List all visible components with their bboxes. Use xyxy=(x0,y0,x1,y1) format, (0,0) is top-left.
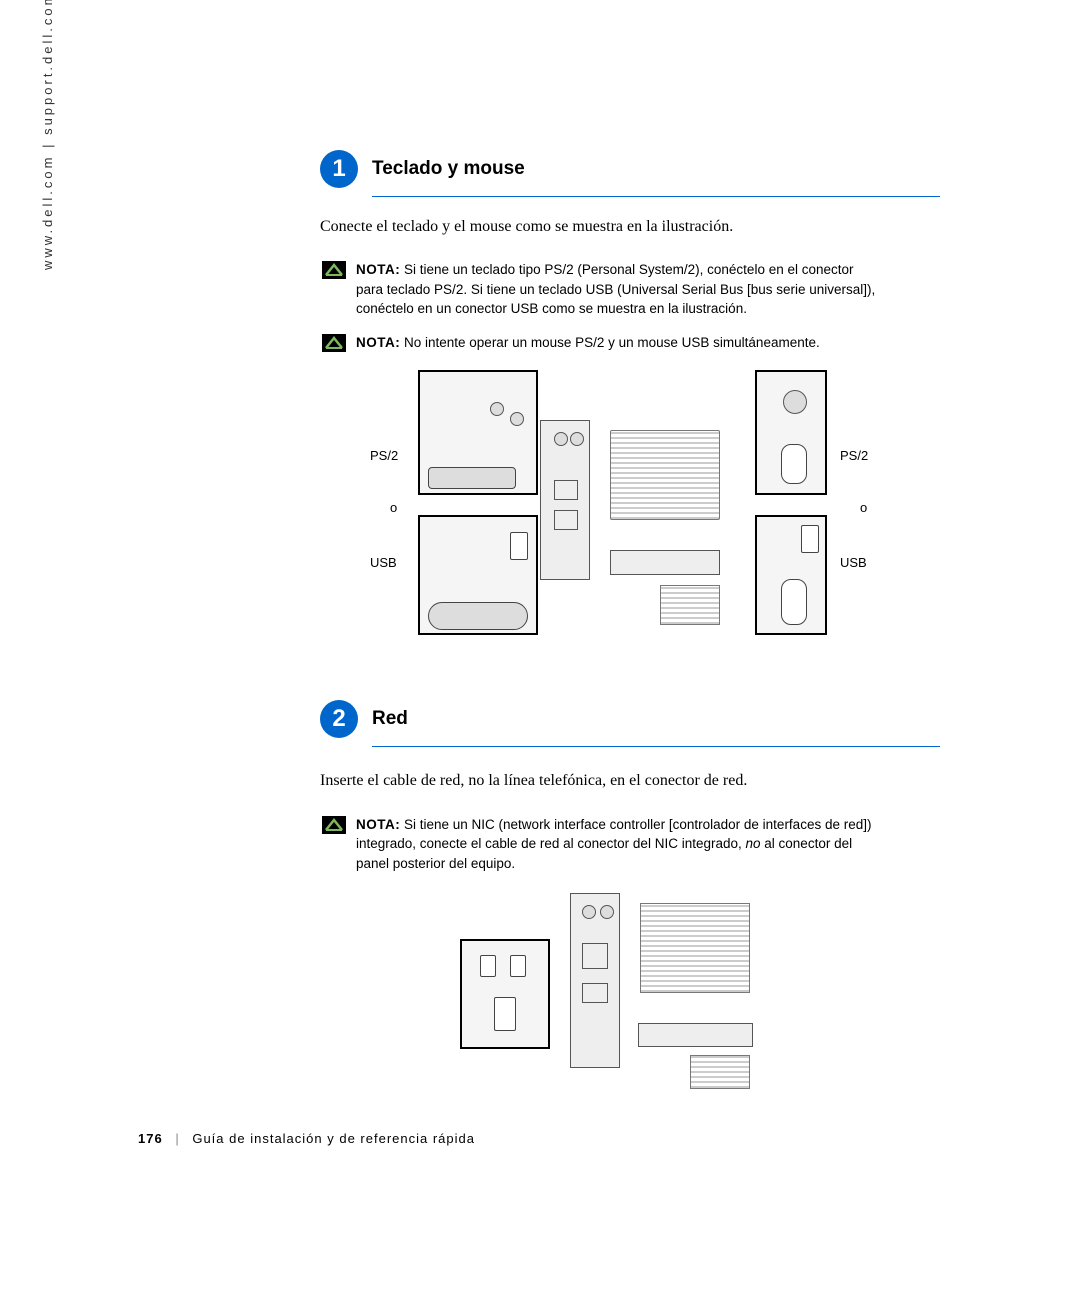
footer-title: Guía de instalación y de referencia rápi… xyxy=(192,1131,475,1146)
label-ps2-right: PS/2 xyxy=(840,448,868,463)
step-2-header: 2 Red xyxy=(320,700,940,738)
step-2-number-badge: 2 xyxy=(320,700,358,738)
label-usb-right: USB xyxy=(840,555,867,570)
page-footer: 176 | Guía de instalación y de referenci… xyxy=(138,1131,475,1146)
step-1-header: 1 Teclado y mouse xyxy=(320,150,940,188)
note-body: No intente operar un mouse PS/2 y un mou… xyxy=(400,335,819,350)
illus-left-ps2 xyxy=(418,370,538,495)
note-icon xyxy=(322,816,346,834)
step-1-number-badge: 1 xyxy=(320,150,358,188)
label-o-left: o xyxy=(390,500,397,515)
note-icon xyxy=(322,334,346,352)
note-body-italic: no xyxy=(746,836,761,851)
step-1-note-2: NOTA: No intente operar un mouse PS/2 y … xyxy=(320,333,940,353)
illus-right-ps2 xyxy=(755,370,827,495)
note-label: NOTA: xyxy=(356,817,400,832)
step-2-title: Red xyxy=(372,708,408,730)
label-o-right: o xyxy=(860,500,867,515)
note-text: NOTA: Si tiene un teclado tipo PS/2 (Per… xyxy=(356,260,880,319)
step-1-underline xyxy=(372,196,940,197)
step-1-body: Conecte el teclado y el mouse como se mu… xyxy=(320,215,940,238)
note-icon xyxy=(322,261,346,279)
note-text: NOTA: Si tiene un NIC (network interface… xyxy=(356,815,880,874)
illus-net-panel xyxy=(570,893,620,1068)
main-content: 1 Teclado y mouse Conecte el teclado y e… xyxy=(320,150,940,1093)
step-2-body: Inserte el cable de red, no la línea tel… xyxy=(320,769,940,792)
step-1-title: Teclado y mouse xyxy=(372,158,525,180)
step-1-note-1: NOTA: Si tiene un teclado tipo PS/2 (Per… xyxy=(320,260,940,319)
note-text: NOTA: No intente operar un mouse PS/2 y … xyxy=(356,333,820,353)
note-label: NOTA: xyxy=(356,262,400,277)
footer-separator: | xyxy=(175,1131,179,1146)
diagram-keyboard-mouse: PS/2 o USB PS/2 o USB xyxy=(360,370,910,660)
step-2-note-1: NOTA: Si tiene un NIC (network interface… xyxy=(320,815,940,874)
illus-left-usb xyxy=(418,515,538,635)
section-2: 2 Red Inserte el cable de red, no la lín… xyxy=(320,700,940,1093)
note-body: Si tiene un teclado tipo PS/2 (Personal … xyxy=(356,262,875,316)
diagram-network xyxy=(460,893,780,1093)
illus-right-usb xyxy=(755,515,827,635)
note-label: NOTA: xyxy=(356,335,400,350)
step-2-underline xyxy=(372,746,940,747)
illus-fan xyxy=(640,903,750,993)
label-ps2-left: PS/2 xyxy=(370,448,398,463)
illus-net-connector xyxy=(460,939,550,1049)
illus-center-panel xyxy=(540,370,755,635)
label-usb-left: USB xyxy=(370,555,397,570)
page-number: 176 xyxy=(138,1131,163,1146)
side-url: www.dell.com | support.dell.com xyxy=(40,0,55,270)
